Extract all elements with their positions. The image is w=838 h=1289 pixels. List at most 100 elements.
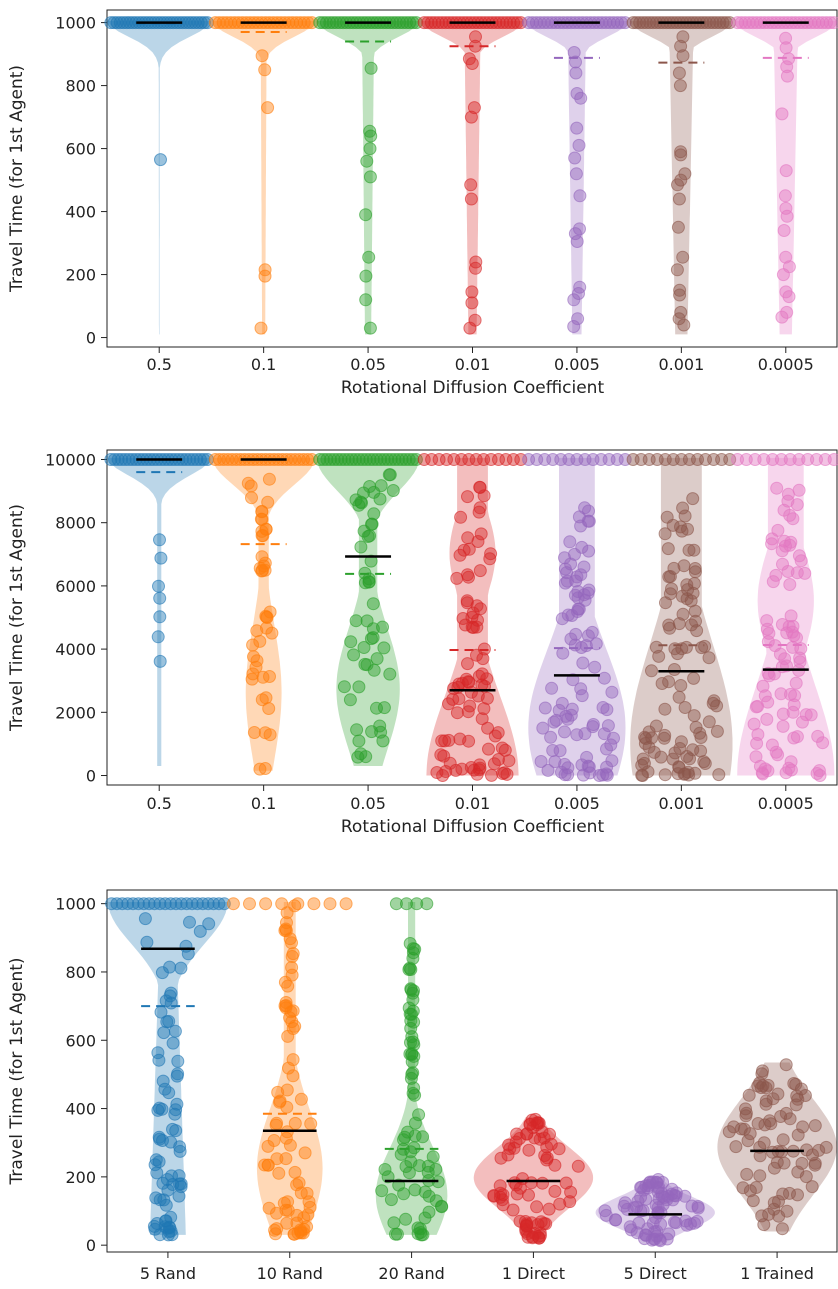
data-point bbox=[152, 1130, 166, 1144]
violin-0.05 bbox=[316, 457, 420, 766]
chart-panel-1: 0 200 400 600 800 1000 Travel Time (for 1st Ag… bbox=[7, 9, 838, 398]
data-point bbox=[313, 16, 327, 30]
data-point bbox=[316, 16, 330, 30]
data-point bbox=[217, 897, 231, 911]
data-point bbox=[464, 178, 478, 192]
data-point bbox=[475, 667, 489, 681]
data-point bbox=[544, 1137, 558, 1151]
data-point bbox=[180, 897, 194, 911]
data-point bbox=[285, 950, 299, 963]
data-point bbox=[541, 763, 555, 777]
data-point bbox=[596, 768, 610, 782]
data-point bbox=[574, 519, 588, 533]
data-point bbox=[596, 701, 610, 714]
data-point bbox=[196, 897, 210, 911]
data-point bbox=[403, 16, 417, 30]
data-point bbox=[115, 897, 129, 911]
data-point bbox=[363, 124, 377, 138]
y-tick-label: 800 bbox=[65, 77, 96, 96]
data-point bbox=[469, 30, 482, 44]
data-point bbox=[766, 453, 780, 466]
data-point bbox=[569, 627, 583, 641]
data-point bbox=[455, 762, 469, 776]
data-point bbox=[787, 1077, 801, 1090]
data-point bbox=[761, 695, 775, 709]
data-point bbox=[360, 154, 374, 168]
y-tick-label: 8000 bbox=[55, 514, 96, 533]
x-tick-label: 5 Rand bbox=[140, 1264, 196, 1283]
data-point bbox=[500, 16, 513, 30]
data-point bbox=[499, 453, 513, 466]
data-point bbox=[259, 691, 273, 705]
data-point bbox=[791, 1188, 804, 1202]
data-point bbox=[164, 897, 178, 911]
data-point bbox=[558, 576, 572, 590]
data-point bbox=[424, 16, 438, 30]
data-point bbox=[784, 609, 798, 623]
data-point bbox=[148, 1158, 162, 1172]
data-point bbox=[352, 734, 366, 748]
data-point bbox=[682, 543, 696, 557]
x-tick-label: 0.1 bbox=[251, 355, 276, 374]
data-point bbox=[760, 712, 774, 726]
data-point bbox=[473, 501, 487, 515]
data-point bbox=[750, 736, 764, 750]
data-point bbox=[405, 1067, 419, 1081]
data-point bbox=[151, 630, 165, 644]
data-point bbox=[254, 321, 268, 335]
data-point bbox=[383, 667, 397, 681]
data-point bbox=[571, 602, 585, 616]
data-point bbox=[645, 664, 658, 678]
data-point bbox=[249, 660, 263, 674]
data-point bbox=[757, 1136, 771, 1150]
data-point bbox=[555, 696, 569, 710]
data-point bbox=[775, 544, 789, 558]
data-point bbox=[359, 293, 373, 307]
data-point bbox=[417, 453, 431, 466]
data-point bbox=[407, 1015, 421, 1029]
data-point bbox=[450, 571, 464, 585]
data-point bbox=[245, 491, 258, 505]
data-point bbox=[672, 617, 686, 631]
data-point bbox=[282, 1061, 295, 1075]
data-point bbox=[329, 16, 343, 30]
data-point bbox=[552, 1142, 566, 1156]
data-point bbox=[795, 715, 809, 729]
data-point bbox=[506, 453, 520, 466]
data-point bbox=[300, 1186, 314, 1200]
data-point bbox=[570, 728, 584, 742]
data-point bbox=[461, 675, 475, 689]
data-point bbox=[496, 1198, 510, 1212]
data-point bbox=[617, 1199, 631, 1213]
data-point bbox=[290, 1178, 304, 1192]
y-tick-label: 200 bbox=[65, 1168, 96, 1187]
data-point bbox=[520, 1218, 534, 1232]
data-point bbox=[193, 924, 207, 938]
data-point bbox=[104, 453, 118, 466]
data-point bbox=[412, 1108, 426, 1122]
violin-0.005 bbox=[528, 457, 626, 776]
data-point bbox=[186, 453, 200, 466]
y-tick-label: 600 bbox=[65, 1031, 96, 1050]
data-point bbox=[152, 579, 165, 593]
data-point bbox=[258, 63, 272, 77]
data-point bbox=[754, 1081, 768, 1095]
data-point bbox=[173, 1144, 187, 1158]
data-point bbox=[258, 762, 272, 775]
data-point bbox=[785, 625, 799, 639]
x-tick-label: 0.5 bbox=[146, 355, 171, 374]
data-point bbox=[476, 652, 490, 666]
data-point bbox=[269, 1227, 282, 1241]
data-point bbox=[600, 742, 613, 756]
data-point bbox=[662, 570, 676, 584]
data-point bbox=[154, 551, 168, 565]
data-point bbox=[572, 138, 586, 152]
data-point bbox=[366, 631, 380, 645]
data-point bbox=[749, 700, 763, 714]
data-point bbox=[428, 16, 442, 30]
data-point bbox=[137, 897, 151, 911]
data-point bbox=[681, 583, 695, 597]
violin-0.0005 bbox=[737, 457, 835, 776]
data-point bbox=[777, 503, 791, 517]
data-point bbox=[387, 1216, 401, 1230]
